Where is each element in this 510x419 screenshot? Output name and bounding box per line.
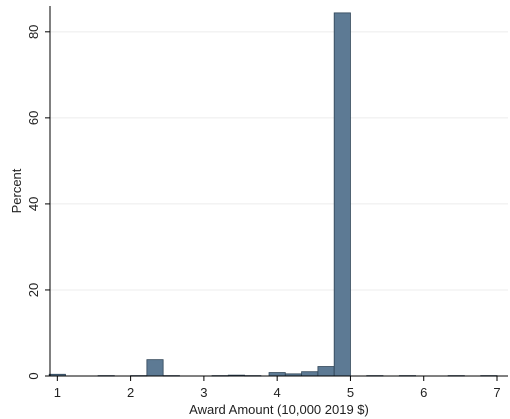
y-tick-label: 0 bbox=[26, 372, 41, 379]
grid-layer bbox=[50, 31, 508, 291]
histogram-bar bbox=[333, 12, 351, 377]
x-tick-label: 6 bbox=[420, 385, 427, 400]
x-axis-title: Award Amount (10,000 2019 $) bbox=[189, 402, 369, 417]
x-ticks: 1 2 3 4 5 6 7 bbox=[54, 376, 501, 400]
histogram-bar bbox=[317, 366, 335, 377]
x-tick-label: 5 bbox=[347, 385, 354, 400]
x-tick-label: 2 bbox=[127, 385, 134, 400]
y-ticks: 0 20 40 60 80 bbox=[26, 25, 50, 380]
y-axis-title: Percent bbox=[9, 168, 24, 213]
histogram-bar bbox=[301, 371, 319, 377]
y-tick-label: 40 bbox=[26, 197, 41, 211]
x-tick-label: 1 bbox=[54, 385, 61, 400]
bars-layer bbox=[48, 12, 498, 377]
y-tick-label: 80 bbox=[26, 25, 41, 39]
x-tick-label: 3 bbox=[200, 385, 207, 400]
histogram-bar bbox=[268, 372, 286, 377]
y-tick-label: 20 bbox=[26, 283, 41, 297]
x-tick-label: 7 bbox=[493, 385, 500, 400]
histogram-bar bbox=[146, 359, 164, 377]
y-tick-label: 60 bbox=[26, 111, 41, 125]
x-tick-label: 4 bbox=[274, 385, 281, 400]
